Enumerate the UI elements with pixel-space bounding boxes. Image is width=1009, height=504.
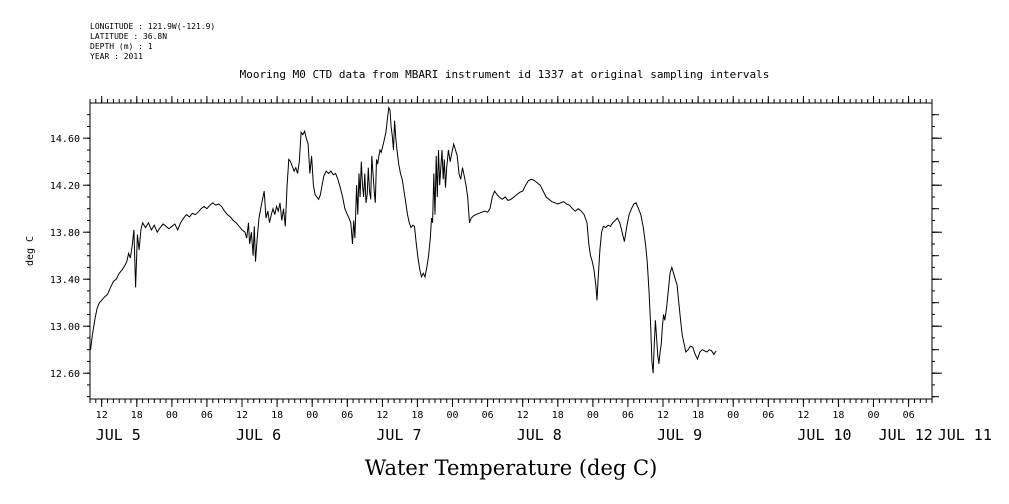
x-tick-label: 00 [867, 410, 879, 421]
x-tick-label: 18 [552, 410, 564, 421]
x-day-label: JUL 12 [879, 426, 933, 444]
y-tick-label: 14.60 [50, 134, 80, 145]
latitude-label: LATITUDE : 36.8N [90, 32, 168, 41]
x-tick-label: 06 [201, 410, 213, 421]
x-tick-label: 00 [727, 410, 739, 421]
y-axis-label: deg C [25, 236, 36, 266]
x-tick-label: 12 [376, 410, 388, 421]
x-tick-label: 06 [341, 410, 353, 421]
y-tick-label: 14.20 [50, 181, 80, 192]
metadata-block: LONGITUDE : 121.9W(-121.9) LATITUDE : 36… [90, 22, 215, 62]
x-tick-label: 12 [657, 410, 669, 421]
x-tick-label: 06 [482, 410, 494, 421]
x-tick-label: 18 [271, 410, 283, 421]
x-tick-label: 06 [762, 410, 774, 421]
x-tick-label: 12 [236, 410, 248, 421]
x-tick-label: 00 [446, 410, 458, 421]
x-tick-label: 18 [411, 410, 423, 421]
longitude-label: LONGITUDE : 121.9W(-121.9) [90, 22, 216, 31]
x-tick-label: 18 [832, 410, 844, 421]
day-labels: JUL 5 JUL 6 JUL 7 JUL 8 JUL 9 JUL 10 JUL 11 JUL… [96, 426, 992, 444]
y-tick-label: 12.60 [50, 369, 80, 380]
x-tick-label: 00 [306, 410, 318, 421]
x-tick-label: 06 [903, 410, 915, 421]
x-day-label: JUL 8 [517, 426, 562, 444]
x-tick-label: 06 [622, 410, 634, 421]
x-tick-label: 18 [692, 410, 704, 421]
y-tick-label: 13.40 [50, 275, 80, 286]
y-axis: 12.60 13.00 13.40 13.80 14.20 14.60 [50, 114, 942, 398]
x-tick-label: 12 [797, 410, 809, 421]
x-tick-label: 00 [166, 410, 178, 421]
y-tick-label: 13.00 [50, 322, 80, 333]
x-day-label: JUL 10 [797, 426, 851, 444]
year-label: YEAR : 2011 [90, 52, 143, 61]
minor-ticks [87, 99, 935, 403]
series-line [90, 106, 717, 374]
x-tick-label: 12 [517, 410, 529, 421]
x-tick-label: 18 [131, 410, 143, 421]
x-day-label: JUL 6 [236, 426, 281, 444]
x-axis: 12 18 00 06 12 18 00 06 12 18 00 06 12 18 00 06 12 18 00 06… [96, 96, 915, 421]
plot-frame [89, 102, 933, 400]
x-day-label: JUL 7 [376, 426, 421, 444]
x-tick-label: 00 [587, 410, 599, 421]
x-day-label: JUL 5 [96, 426, 141, 444]
x-day-label: JUL 9 [657, 426, 702, 444]
x-day-label: JUL 11 [938, 426, 992, 444]
x-axis-title: Water Temperature (deg C) [365, 456, 658, 480]
y-tick-label: 13.80 [50, 228, 80, 239]
x-tick-label: 12 [96, 410, 108, 421]
depth-label: DEPTH (m) : 1 [90, 42, 153, 51]
chart-title: Mooring M0 CTD data from MBARI instrumen… [239, 68, 770, 81]
